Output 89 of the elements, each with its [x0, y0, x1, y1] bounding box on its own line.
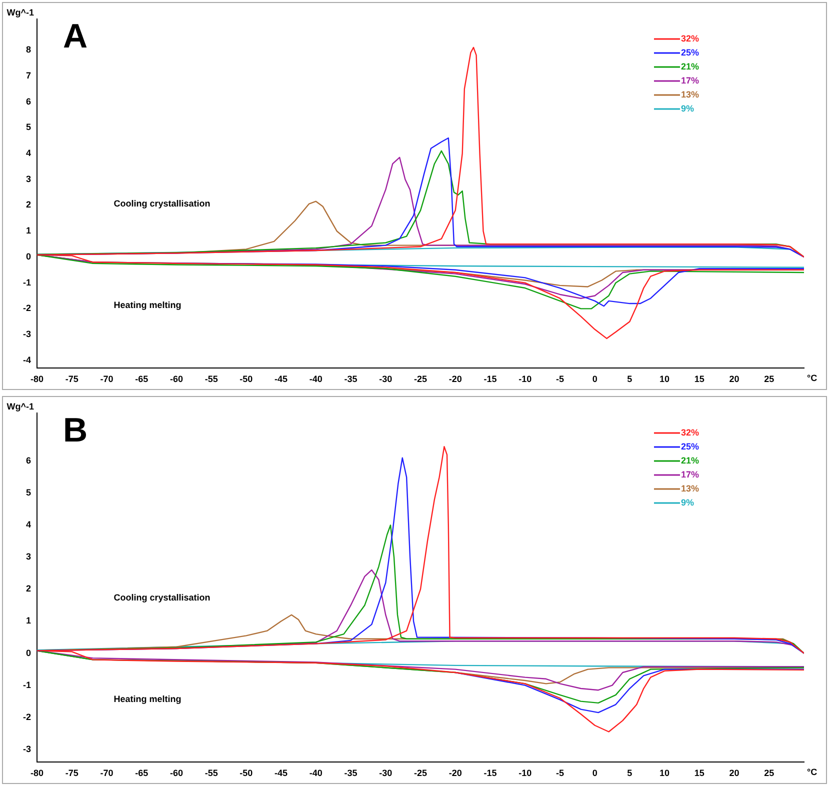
x-tick-label: -5 — [556, 374, 564, 384]
y-tick-label: 2 — [26, 200, 31, 210]
x-tick-label: -75 — [65, 374, 78, 384]
y-tick-label: -4 — [22, 354, 31, 365]
legend-label: 32% — [681, 427, 700, 438]
y-tick-label: -1 — [22, 277, 31, 288]
x-tick-label: -45 — [274, 374, 288, 384]
x-tick-label: 25 — [764, 768, 774, 778]
x-tick-label: -20 — [448, 768, 462, 778]
y-axis-title: Wg^-1 — [6, 401, 34, 412]
x-axis-title: °C — [807, 767, 818, 778]
chart-title: A — [63, 17, 88, 56]
x-tick-label: 0 — [592, 374, 598, 384]
x-tick-label: 5 — [627, 768, 632, 778]
annotation: Cooling crystallisation — [114, 592, 210, 603]
legend-label: 25% — [681, 47, 700, 58]
chart-title: B — [63, 411, 88, 450]
x-tick-label: -80 — [30, 374, 44, 384]
legend-label: 13% — [681, 483, 700, 494]
y-tick-label: -1 — [22, 680, 31, 690]
x-tick-label: -80 — [30, 768, 44, 778]
x-tick-label: -45 — [274, 768, 288, 778]
legend-label: 9% — [681, 497, 694, 508]
y-tick-label: 3 — [26, 552, 31, 562]
annotation: Heating melting — [114, 300, 182, 310]
x-tick-label: -65 — [135, 768, 148, 778]
y-tick-label: 0 — [26, 251, 31, 262]
legend-label: 32% — [681, 33, 700, 44]
legend-label: 21% — [681, 61, 700, 72]
legend-label: 17% — [681, 75, 700, 86]
x-tick-label: -50 — [240, 374, 253, 384]
y-tick-label: 6 — [26, 456, 31, 466]
x-tick-label: 10 — [660, 768, 670, 778]
x-tick-label: -60 — [170, 768, 183, 778]
x-tick-label: 0 — [592, 768, 598, 778]
x-tick-label: -40 — [309, 374, 322, 384]
x-tick-label: -5 — [556, 768, 564, 778]
x-tick-label: 15 — [694, 768, 704, 778]
x-tick-label: 20 — [729, 374, 740, 384]
legend-label: 21% — [681, 455, 700, 466]
y-tick-label: 0 — [26, 648, 31, 658]
x-axis-title: °C — [807, 373, 818, 384]
y-tick-label: 5 — [26, 488, 31, 498]
x-tick-label: -25 — [414, 374, 428, 384]
x-tick-label: -30 — [379, 768, 392, 778]
annotation: Cooling crystallisation — [114, 198, 210, 209]
x-tick-label: 15 — [694, 374, 704, 384]
x-tick-label: -10 — [518, 768, 532, 778]
x-tick-label: -25 — [414, 768, 428, 778]
x-tick-label: 25 — [764, 374, 774, 384]
x-tick-label: 5 — [627, 374, 632, 384]
y-tick-label: -2 — [22, 303, 31, 314]
y-tick-label: 8 — [26, 44, 31, 55]
y-tick-label: 7 — [26, 70, 31, 80]
y-tick-label: -3 — [22, 744, 31, 754]
y-tick-label: 6 — [26, 96, 31, 106]
x-tick-label: -70 — [100, 768, 114, 778]
annotation: Heating melting — [114, 694, 182, 704]
x-tick-label: 10 — [660, 374, 670, 384]
y-tick-label: 1 — [26, 226, 31, 236]
x-tick-label: -35 — [344, 768, 358, 778]
y-tick-label: 1 — [26, 616, 31, 626]
y-tick-label: -2 — [22, 712, 31, 722]
x-tick-label: -35 — [344, 374, 358, 384]
x-tick-label: -55 — [204, 768, 218, 778]
x-tick-label: -20 — [448, 374, 462, 384]
y-tick-label: -3 — [22, 329, 31, 340]
y-tick-label: 2 — [26, 584, 31, 594]
x-tick-label: -60 — [170, 374, 183, 384]
y-tick-label: 3 — [26, 174, 31, 184]
legend-label: 17% — [681, 469, 700, 480]
x-tick-label: -15 — [484, 374, 497, 384]
x-tick-label: -70 — [100, 374, 114, 384]
y-tick-label: 4 — [26, 148, 31, 158]
x-tick-label: 20 — [729, 768, 740, 778]
legend-label: 9% — [681, 103, 694, 114]
x-tick-label: -65 — [135, 374, 148, 384]
x-tick-label: -15 — [484, 768, 497, 778]
x-tick-label: -10 — [518, 374, 532, 384]
x-tick-label: -30 — [379, 374, 392, 384]
x-tick-label: -50 — [240, 768, 253, 778]
y-axis-title: Wg^-1 — [6, 7, 34, 18]
legend-label: 25% — [681, 441, 700, 452]
x-tick-label: -75 — [65, 768, 78, 778]
x-tick-label: -55 — [204, 374, 218, 384]
x-tick-label: -40 — [309, 768, 322, 778]
legend-label: 13% — [681, 89, 700, 100]
y-tick-label: 5 — [26, 122, 31, 132]
y-tick-label: 4 — [26, 520, 31, 530]
